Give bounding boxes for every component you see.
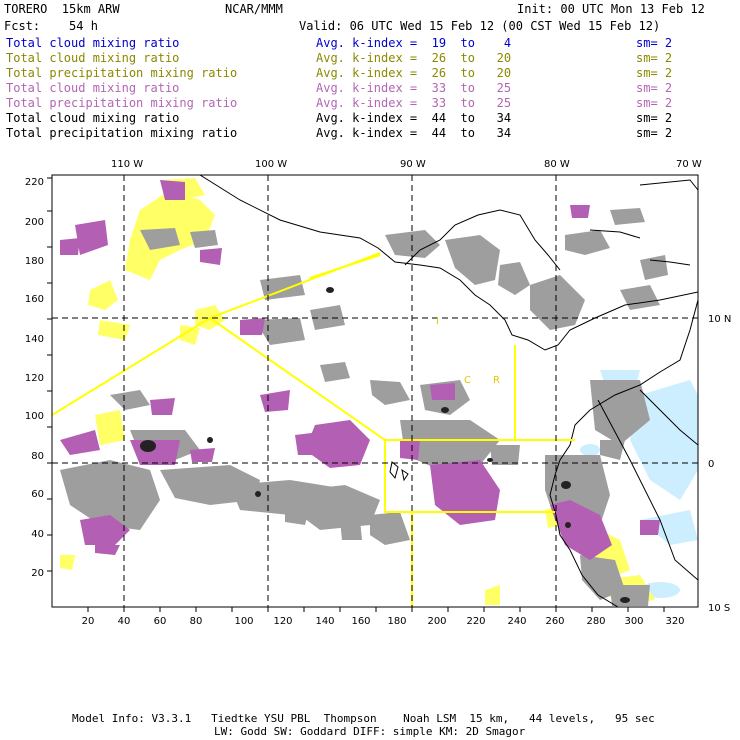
x-tick-label: 80 <box>190 616 203 627</box>
tick-marks <box>47 177 665 612</box>
legend-smoothing: sm= 2 <box>636 111 673 125</box>
legend-smoothing: sm= 2 <box>636 66 673 80</box>
x-tick-label: 180 <box>387 616 406 627</box>
lat-label: 10 S <box>708 603 730 614</box>
lon-label: 110 W <box>111 159 143 170</box>
lon-label: 90 W <box>400 159 426 170</box>
y-tick-label: 100 <box>25 411 44 422</box>
lat-label: 0 <box>708 459 714 470</box>
region-letter-r: R <box>493 375 500 386</box>
coastlines <box>199 175 698 607</box>
y-tick-label: 160 <box>25 294 44 305</box>
y-tick-label: 140 <box>25 334 44 345</box>
legend-row: Total precipitation mixing ratio Avg. k-i… <box>6 96 736 111</box>
lon-label: 70 W <box>676 159 702 170</box>
y-tick-label: 200 <box>25 217 44 228</box>
valid-time: Valid: 06 UTC Wed 15 Feb 12 (00 CST Wed … <box>299 19 661 33</box>
x-tick-label: 300 <box>624 616 643 627</box>
y-tick-label: 60 <box>31 489 44 500</box>
y-tick-label: 80 <box>31 451 44 462</box>
y-tick-label: 180 <box>25 256 44 267</box>
x-tick-label: 280 <box>586 616 605 627</box>
legend-field-name: Total precipitation mixing ratio <box>6 96 238 110</box>
legend-kindex-range: Avg. k-index = 26 to 20 <box>316 66 512 80</box>
region-letter-c: C <box>464 375 471 386</box>
legend-smoothing: sm= 2 <box>636 96 673 110</box>
x-tick-label: 60 <box>154 616 167 627</box>
legend-row: Total cloud mixing ratio Avg. k-index = 2… <box>6 51 736 66</box>
legend-smoothing: sm= 2 <box>636 51 673 65</box>
legend-kindex-range: Avg. k-index = 33 to 25 <box>316 96 512 110</box>
legend-kindex-range: Avg. k-index = 44 to 34 <box>316 126 512 140</box>
x-tick-labels: 20 40 60 80 100 120 140 160 180 200 220 … <box>82 616 685 627</box>
purple-precip-areas <box>60 180 660 560</box>
graticule <box>52 175 698 607</box>
x-tick-label: 320 <box>665 616 684 627</box>
field-layers <box>60 178 698 606</box>
gray-cloud-areas <box>60 208 668 606</box>
model-info-line-2: LW: Godd SW: Goddard DIFF: simple KM: 2D… <box>214 725 526 738</box>
x-tick-label: 260 <box>545 616 564 627</box>
x-tick-label: 240 <box>507 616 526 627</box>
lon-label: 100 W <box>255 159 287 170</box>
legend-row: Total precipitation mixing ratio Avg. k-i… <box>6 66 736 81</box>
init-time: Init: 00 UTC Mon 13 Feb 12 <box>517 2 705 16</box>
y-tick-label: 20 <box>31 568 44 579</box>
legend-row: Total cloud mixing ratio Avg. k-index = 4… <box>6 111 736 126</box>
legend-field-name: Total precipitation mixing ratio <box>6 66 238 80</box>
legend-row: Total precipitation mixing ratio Avg. k-i… <box>6 126 736 141</box>
forecast-hour: Fcst: 54 h <box>4 19 98 33</box>
dark-cores <box>140 287 630 603</box>
model-info-line-1: Model Info: V3.3.1 Tiedtke YSU PBL Thomp… <box>72 712 655 725</box>
x-tick-label: 140 <box>315 616 334 627</box>
legend-kindex-range: Avg. k-index = 19 to 4 <box>316 36 512 50</box>
y-tick-label: 120 <box>25 373 44 384</box>
x-tick-label: 200 <box>427 616 446 627</box>
x-tick-label: 160 <box>351 616 370 627</box>
x-tick-label: 120 <box>273 616 292 627</box>
x-tick-label: 100 <box>234 616 253 627</box>
legend-field-name: Total cloud mixing ratio <box>6 81 180 95</box>
lon-label: 80 W <box>544 159 570 170</box>
legend-smoothing: sm= 2 <box>636 36 673 50</box>
legend-row: Total cloud mixing ratio Avg. k-index = 3… <box>6 81 736 96</box>
lat-label: 10 N <box>708 314 731 325</box>
x-tick-label: 20 <box>82 616 95 627</box>
y-tick-label: 40 <box>31 529 44 540</box>
legend-field-name: Total cloud mixing ratio <box>6 51 180 65</box>
legend-row: Total cloud mixing ratio Avg. k-index = 1… <box>6 36 736 51</box>
center-label: NCAR/MMM <box>225 2 283 16</box>
legend-kindex-range: Avg. k-index = 44 to 34 <box>316 111 512 125</box>
region-letter-i: I <box>436 316 439 327</box>
model-title: TORERO 15km ARW <box>4 2 120 16</box>
legend-kindex-range: Avg. k-index = 26 to 20 <box>316 51 512 65</box>
y-tick-label: 220 <box>25 177 44 188</box>
x-tick-label: 40 <box>118 616 131 627</box>
legend-kindex-range: Avg. k-index = 33 to 25 <box>316 81 512 95</box>
legend-smoothing: sm= 2 <box>636 81 673 95</box>
y-tick-labels: 220 200 180 160 140 120 100 80 60 40 20 <box>25 177 44 579</box>
legend-field-name: Total precipitation mixing ratio <box>6 126 238 140</box>
legend-field-name: Total cloud mixing ratio <box>6 36 180 50</box>
legend-smoothing: sm= 2 <box>636 126 673 140</box>
legend-field-name: Total cloud mixing ratio <box>6 111 180 125</box>
x-tick-label: 220 <box>466 616 485 627</box>
